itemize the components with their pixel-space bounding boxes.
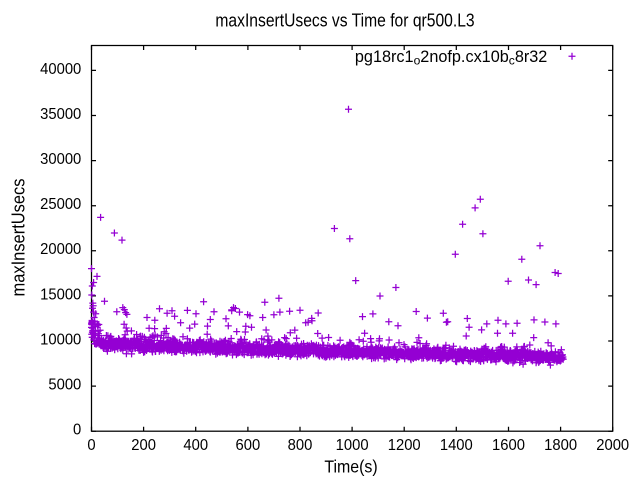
svg-text:800: 800 xyxy=(288,436,313,454)
svg-text:400: 400 xyxy=(183,436,208,454)
svg-text:40000: 40000 xyxy=(40,60,81,78)
svg-text:maxInsertUsecs: maxInsertUsecs xyxy=(8,178,29,296)
svg-text:1600: 1600 xyxy=(492,436,525,454)
svg-text:35000: 35000 xyxy=(40,105,81,123)
svg-text:1200: 1200 xyxy=(388,436,421,454)
svg-text:maxInsertUsecs vs Time for qr5: maxInsertUsecs vs Time for qr500.L3 xyxy=(215,10,474,30)
svg-text:30000: 30000 xyxy=(40,150,81,168)
svg-text:25000: 25000 xyxy=(40,196,81,214)
svg-text:1400: 1400 xyxy=(440,436,473,454)
svg-text:20000: 20000 xyxy=(40,241,81,259)
svg-text:600: 600 xyxy=(236,436,261,454)
svg-text:1800: 1800 xyxy=(544,436,577,454)
svg-text:1000: 1000 xyxy=(336,436,369,454)
svg-text:pg18rc1o2nofp.cx10bc8r32: pg18rc1o2nofp.cx10bc8r32 xyxy=(355,48,547,68)
svg-text:0: 0 xyxy=(73,421,81,439)
svg-text:0: 0 xyxy=(87,436,95,454)
svg-text:200: 200 xyxy=(131,436,156,454)
svg-text:2000: 2000 xyxy=(596,436,629,454)
svg-text:Time(s): Time(s) xyxy=(324,457,377,477)
svg-text:5000: 5000 xyxy=(48,376,81,394)
svg-text:10000: 10000 xyxy=(40,331,81,349)
svg-text:15000: 15000 xyxy=(40,286,81,304)
